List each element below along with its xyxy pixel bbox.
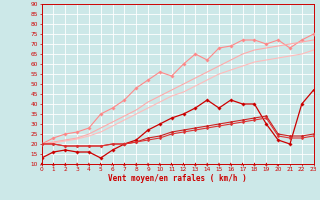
X-axis label: Vent moyen/en rafales ( km/h ): Vent moyen/en rafales ( km/h ) bbox=[108, 174, 247, 183]
